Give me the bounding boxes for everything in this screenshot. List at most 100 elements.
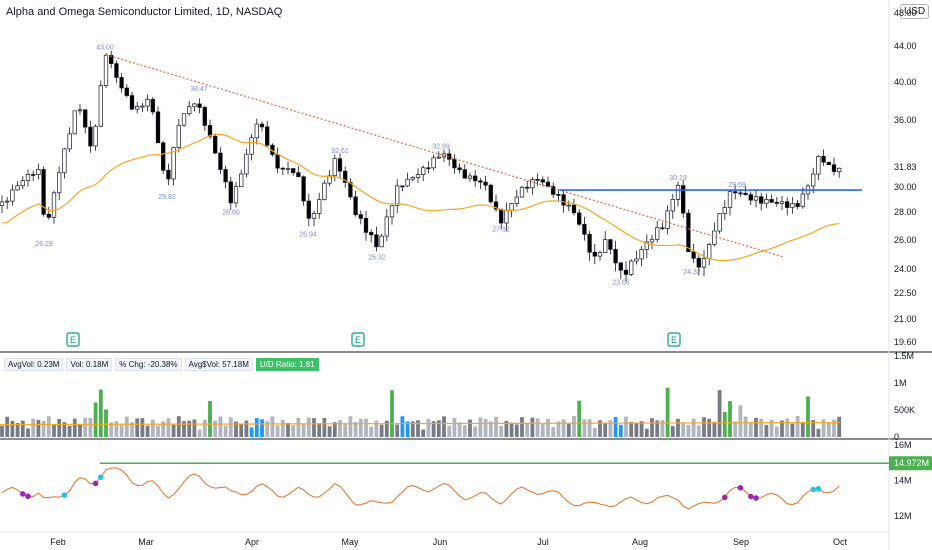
price-label: 28.60 — [222, 209, 240, 216]
volume-bar — [286, 423, 290, 437]
volume-bar — [681, 423, 686, 437]
candle-body — [358, 214, 363, 219]
volume-bar — [114, 421, 119, 437]
volume-bar — [707, 418, 712, 437]
candle-body — [135, 106, 140, 110]
candle-body — [389, 205, 395, 218]
volume-bar — [353, 421, 358, 437]
volume-bar — [811, 420, 816, 437]
price-tick-label: 30.00 — [894, 182, 917, 192]
rs-tick-label: 12M — [894, 511, 912, 521]
candle-body — [15, 185, 20, 191]
candle-body — [223, 169, 228, 183]
candle-body — [72, 110, 77, 135]
volume-bar — [46, 416, 51, 437]
candle-body — [701, 258, 707, 268]
volume-bar — [390, 390, 394, 437]
x-tick-label: May — [341, 537, 359, 547]
candle-body — [727, 191, 733, 208]
candle-body — [129, 95, 135, 110]
volume-bar — [364, 418, 368, 437]
currency-button[interactable]: USD — [900, 4, 930, 19]
candle-body — [540, 179, 545, 183]
candle-body — [556, 194, 561, 196]
candle-body — [187, 106, 192, 115]
candle-body — [275, 154, 280, 169]
volume-bar — [72, 418, 77, 437]
volume-bar — [494, 416, 498, 437]
candle-body — [467, 175, 473, 179]
candle-body — [800, 193, 805, 208]
candle-body — [369, 232, 374, 236]
volume-bar — [176, 416, 181, 437]
volume-bar — [795, 416, 800, 437]
volume-bar — [431, 421, 436, 437]
candle-body — [753, 196, 759, 201]
volume-bar — [530, 417, 535, 437]
price-tick-label: 48.00 — [894, 8, 917, 18]
volume-bar — [774, 426, 779, 437]
candle-body — [675, 185, 681, 200]
x-tick-label: Mar — [138, 537, 154, 547]
price-label: 26.94 — [299, 232, 317, 239]
rs-signal-dot — [61, 492, 68, 498]
volume-bar — [41, 421, 46, 437]
candle-body — [291, 168, 296, 174]
candle-body — [811, 173, 816, 187]
candle-body — [488, 184, 493, 203]
volume-bars — [0, 387, 842, 437]
volume-bar — [187, 420, 192, 437]
svg-text:E: E — [355, 335, 361, 345]
candle-body — [634, 258, 639, 262]
volume-bar — [702, 417, 706, 437]
volume-bar — [816, 428, 821, 437]
volume-bar — [618, 424, 623, 437]
price-tick-label: 36.00 — [894, 115, 917, 125]
volume-bar — [738, 405, 743, 437]
candle-body — [192, 103, 197, 108]
volume-bar — [104, 409, 108, 437]
rs-signal-dot — [25, 493, 31, 500]
volume-bar — [551, 427, 556, 437]
legend-vol: Vol: 0.18M — [66, 358, 113, 371]
candle-body — [202, 107, 207, 126]
candle-body — [10, 189, 15, 202]
candle-body — [395, 185, 400, 206]
candle-body — [421, 167, 426, 175]
volume-bar — [150, 419, 155, 437]
volume-bar — [790, 423, 795, 437]
candle-body — [410, 177, 415, 180]
volume-bar — [343, 424, 348, 437]
legend-pct-chg: % Chg: -20.38% — [115, 358, 182, 371]
candle-body — [686, 212, 691, 253]
candle-body — [831, 164, 837, 172]
candle-body — [379, 235, 384, 248]
candle-body — [317, 199, 322, 214]
volume-bar — [483, 418, 488, 437]
volume-bar — [634, 422, 639, 437]
volume-bar — [327, 426, 332, 437]
volume-bar — [468, 419, 472, 437]
candle-body — [561, 194, 566, 206]
candle-body — [785, 201, 790, 208]
candle-body — [280, 167, 285, 170]
volume-bar — [202, 419, 207, 437]
volume-bar — [660, 420, 665, 437]
candle-body — [67, 133, 72, 150]
volume-bar — [785, 418, 790, 437]
candle-body — [483, 181, 488, 186]
candle-body — [31, 174, 36, 176]
candle-body — [499, 208, 504, 224]
volume-bar — [629, 421, 634, 437]
last-price-badge — [889, 160, 932, 174]
volume-bar — [192, 419, 197, 437]
candle-body — [343, 170, 348, 183]
volume-bar — [140, 418, 145, 437]
last-price-label: 31.83 — [894, 162, 917, 172]
volume-bar — [670, 425, 675, 437]
candle-body — [20, 180, 25, 187]
volume-bar — [712, 421, 717, 437]
volume-bar — [447, 425, 452, 437]
volume-bar — [98, 389, 103, 437]
